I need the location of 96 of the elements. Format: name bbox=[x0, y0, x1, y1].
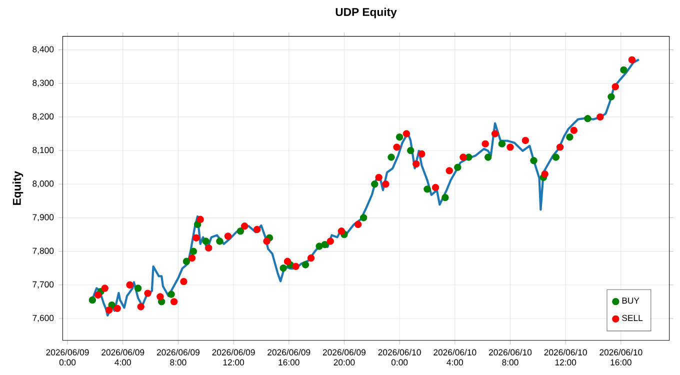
x-tick-label: 2026/06/09 20:00 bbox=[322, 349, 366, 366]
legend-label: SELL bbox=[622, 314, 643, 322]
point bbox=[498, 140, 506, 148]
point bbox=[460, 154, 467, 161]
point bbox=[522, 136, 530, 144]
point bbox=[402, 130, 410, 138]
x-tick-label: 2026/06/10 4:00 bbox=[434, 349, 476, 366]
point bbox=[608, 93, 615, 100]
y-tick-label: 8,000 bbox=[32, 180, 54, 188]
point bbox=[144, 290, 152, 297]
point bbox=[530, 157, 538, 164]
point bbox=[388, 154, 395, 161]
point bbox=[280, 264, 287, 272]
point bbox=[326, 238, 334, 245]
y-tick-label: 8,400 bbox=[32, 46, 54, 54]
point bbox=[596, 113, 604, 121]
x-tick-label: 2026/06/09 8:00 bbox=[156, 349, 200, 366]
y-tick-label: 7,900 bbox=[32, 214, 54, 222]
point bbox=[168, 290, 175, 298]
y-tick-label: 8,300 bbox=[32, 80, 54, 87]
point bbox=[253, 226, 261, 234]
y-tick-label: 7,600 bbox=[32, 314, 54, 322]
point bbox=[307, 254, 315, 262]
y-tick-label: 8,200 bbox=[32, 113, 54, 121]
point bbox=[224, 232, 232, 240]
point bbox=[628, 56, 636, 64]
chart-title: UDP Equity bbox=[336, 8, 397, 18]
point bbox=[182, 258, 190, 265]
point bbox=[541, 170, 548, 178]
x-tick-label: 2026/06/09 4:00 bbox=[102, 349, 144, 366]
point bbox=[442, 194, 449, 202]
point bbox=[584, 115, 592, 122]
point bbox=[196, 216, 204, 224]
point bbox=[188, 254, 196, 262]
x-tick-label: 2026/06/09 12:00 bbox=[212, 349, 255, 366]
point bbox=[338, 228, 346, 235]
point bbox=[566, 134, 574, 141]
point bbox=[114, 304, 121, 312]
x-tick-label: 2026/06/10 0:00 bbox=[378, 349, 421, 366]
point bbox=[484, 154, 492, 161]
x-tick-label: 2026/06/09 0:00 bbox=[46, 349, 89, 366]
point bbox=[126, 281, 134, 289]
point bbox=[321, 240, 328, 248]
point bbox=[134, 284, 142, 292]
point bbox=[284, 258, 292, 265]
point bbox=[570, 126, 578, 134]
point bbox=[292, 262, 300, 270]
point bbox=[396, 134, 404, 141]
y-tick-label: 8,100 bbox=[32, 146, 54, 154]
x-tick-label: 2026/06/10 16:00 bbox=[600, 349, 642, 366]
x-tick-label: 2026/06/10 12:00 bbox=[544, 349, 587, 366]
point bbox=[412, 160, 420, 168]
point bbox=[482, 140, 489, 148]
point bbox=[506, 144, 514, 151]
y-tick-label: 7,800 bbox=[32, 248, 54, 255]
point bbox=[88, 296, 96, 304]
point bbox=[192, 234, 200, 242]
point bbox=[316, 242, 323, 250]
point bbox=[202, 238, 210, 245]
point bbox=[170, 298, 178, 306]
point bbox=[236, 228, 244, 235]
point bbox=[620, 66, 628, 74]
point bbox=[382, 180, 390, 188]
point bbox=[418, 150, 426, 158]
point bbox=[424, 186, 431, 193]
point bbox=[360, 214, 368, 222]
point bbox=[556, 144, 564, 151]
point bbox=[302, 261, 310, 268]
point bbox=[105, 306, 113, 314]
x-tick-label: 2026/06/10 8:00 bbox=[488, 349, 532, 366]
point bbox=[241, 222, 248, 230]
point bbox=[375, 174, 382, 182]
point bbox=[491, 130, 499, 138]
point bbox=[263, 238, 270, 245]
point bbox=[156, 293, 164, 300]
point bbox=[180, 278, 188, 286]
y-axis-title: Equity bbox=[12, 171, 24, 205]
legend-label: BUY bbox=[622, 298, 640, 304]
x-tick-label: 2026/06/09 16:00 bbox=[268, 349, 310, 366]
point bbox=[190, 248, 198, 255]
point bbox=[194, 220, 202, 228]
point bbox=[354, 220, 362, 228]
point bbox=[205, 244, 212, 252]
point bbox=[216, 238, 224, 245]
point bbox=[371, 180, 378, 188]
point bbox=[137, 303, 144, 310]
point bbox=[407, 146, 414, 154]
point bbox=[552, 154, 560, 161]
point bbox=[612, 83, 619, 90]
point bbox=[94, 291, 102, 299]
point bbox=[432, 184, 440, 192]
point bbox=[393, 144, 400, 151]
y-tick-label: 7,700 bbox=[32, 281, 54, 288]
point bbox=[101, 284, 108, 292]
point bbox=[454, 164, 462, 171]
point bbox=[446, 167, 453, 174]
